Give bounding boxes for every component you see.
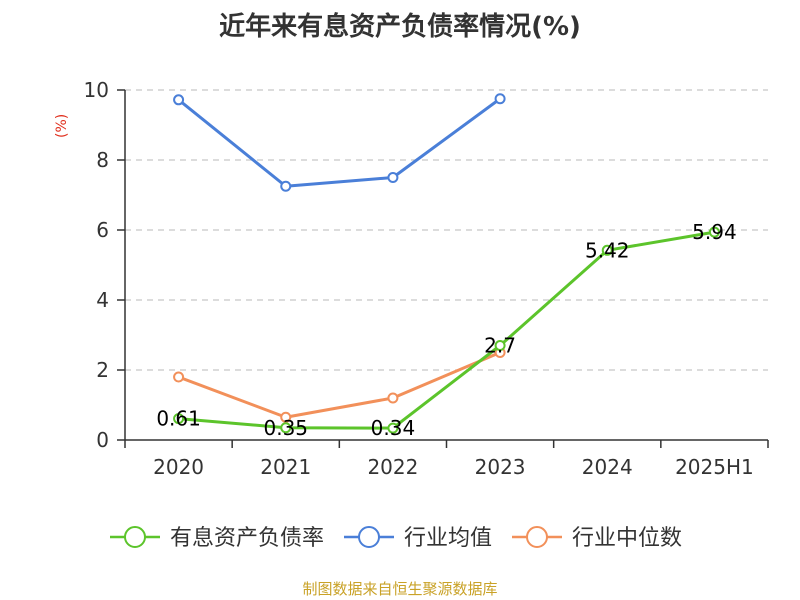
data-point xyxy=(387,422,399,434)
x-tick-label: 2024 xyxy=(582,455,633,479)
legend-marker xyxy=(526,526,548,548)
data-point xyxy=(387,392,399,404)
x-tick-label: 2023 xyxy=(475,455,526,479)
data-point xyxy=(173,413,185,425)
data-point xyxy=(173,94,185,106)
x-tick-label: 2021 xyxy=(260,455,311,479)
data-label: 2.7 xyxy=(484,334,516,358)
data-label: 5.42 xyxy=(585,238,630,262)
y-tick-label: 6 xyxy=(96,218,109,242)
legend: 有息资产负债率 行业均值 行业中位数 xyxy=(110,526,682,551)
x-tick-label: 2020 xyxy=(153,455,204,479)
x-tick-label: 2025H1 xyxy=(675,455,754,479)
data-label: 0.34 xyxy=(371,416,416,440)
series-line xyxy=(177,97,501,188)
y-tick-label: 4 xyxy=(96,288,109,312)
data-label: 5.94 xyxy=(692,220,737,244)
data-labels: 0.61 0.35 0.34 2.7 5.42 5.94 xyxy=(156,220,736,440)
data-point xyxy=(280,422,292,434)
data-label: 0.35 xyxy=(263,416,308,440)
source-note: 制图数据来自恒生聚源数据库 xyxy=(302,580,498,598)
y-tick-label: 0 xyxy=(96,428,109,452)
data-point xyxy=(280,411,292,423)
series-group xyxy=(173,93,720,434)
axes: 0 2 4 6 8 10 2020 2021 2022 2023 2024 2025H1 xyxy=(84,78,769,479)
data-point xyxy=(708,226,720,238)
x-tick-label: 2022 xyxy=(367,455,418,479)
data-label: 0.61 xyxy=(156,407,201,431)
data-point xyxy=(494,93,506,105)
data-point xyxy=(601,244,613,256)
y-tick-label: 10 xyxy=(84,78,109,102)
data-point xyxy=(280,180,292,192)
series-line xyxy=(178,230,715,430)
y-tick-label: 2 xyxy=(96,358,109,382)
chart-title: 近年来有息资产负债率情况(%) xyxy=(219,12,581,42)
legend-marker xyxy=(358,526,380,548)
series-line xyxy=(178,351,501,419)
data-point xyxy=(387,172,399,183)
data-point xyxy=(494,340,506,351)
legend-label: 行业中位数 xyxy=(572,526,682,551)
legend-label: 行业均值 xyxy=(404,526,492,551)
grid-lines xyxy=(125,89,768,371)
legend-label: 有息资产负债率 xyxy=(170,526,324,551)
y-tick-label: 8 xyxy=(96,148,109,172)
data-point xyxy=(173,371,185,383)
legend-marker xyxy=(124,526,146,548)
